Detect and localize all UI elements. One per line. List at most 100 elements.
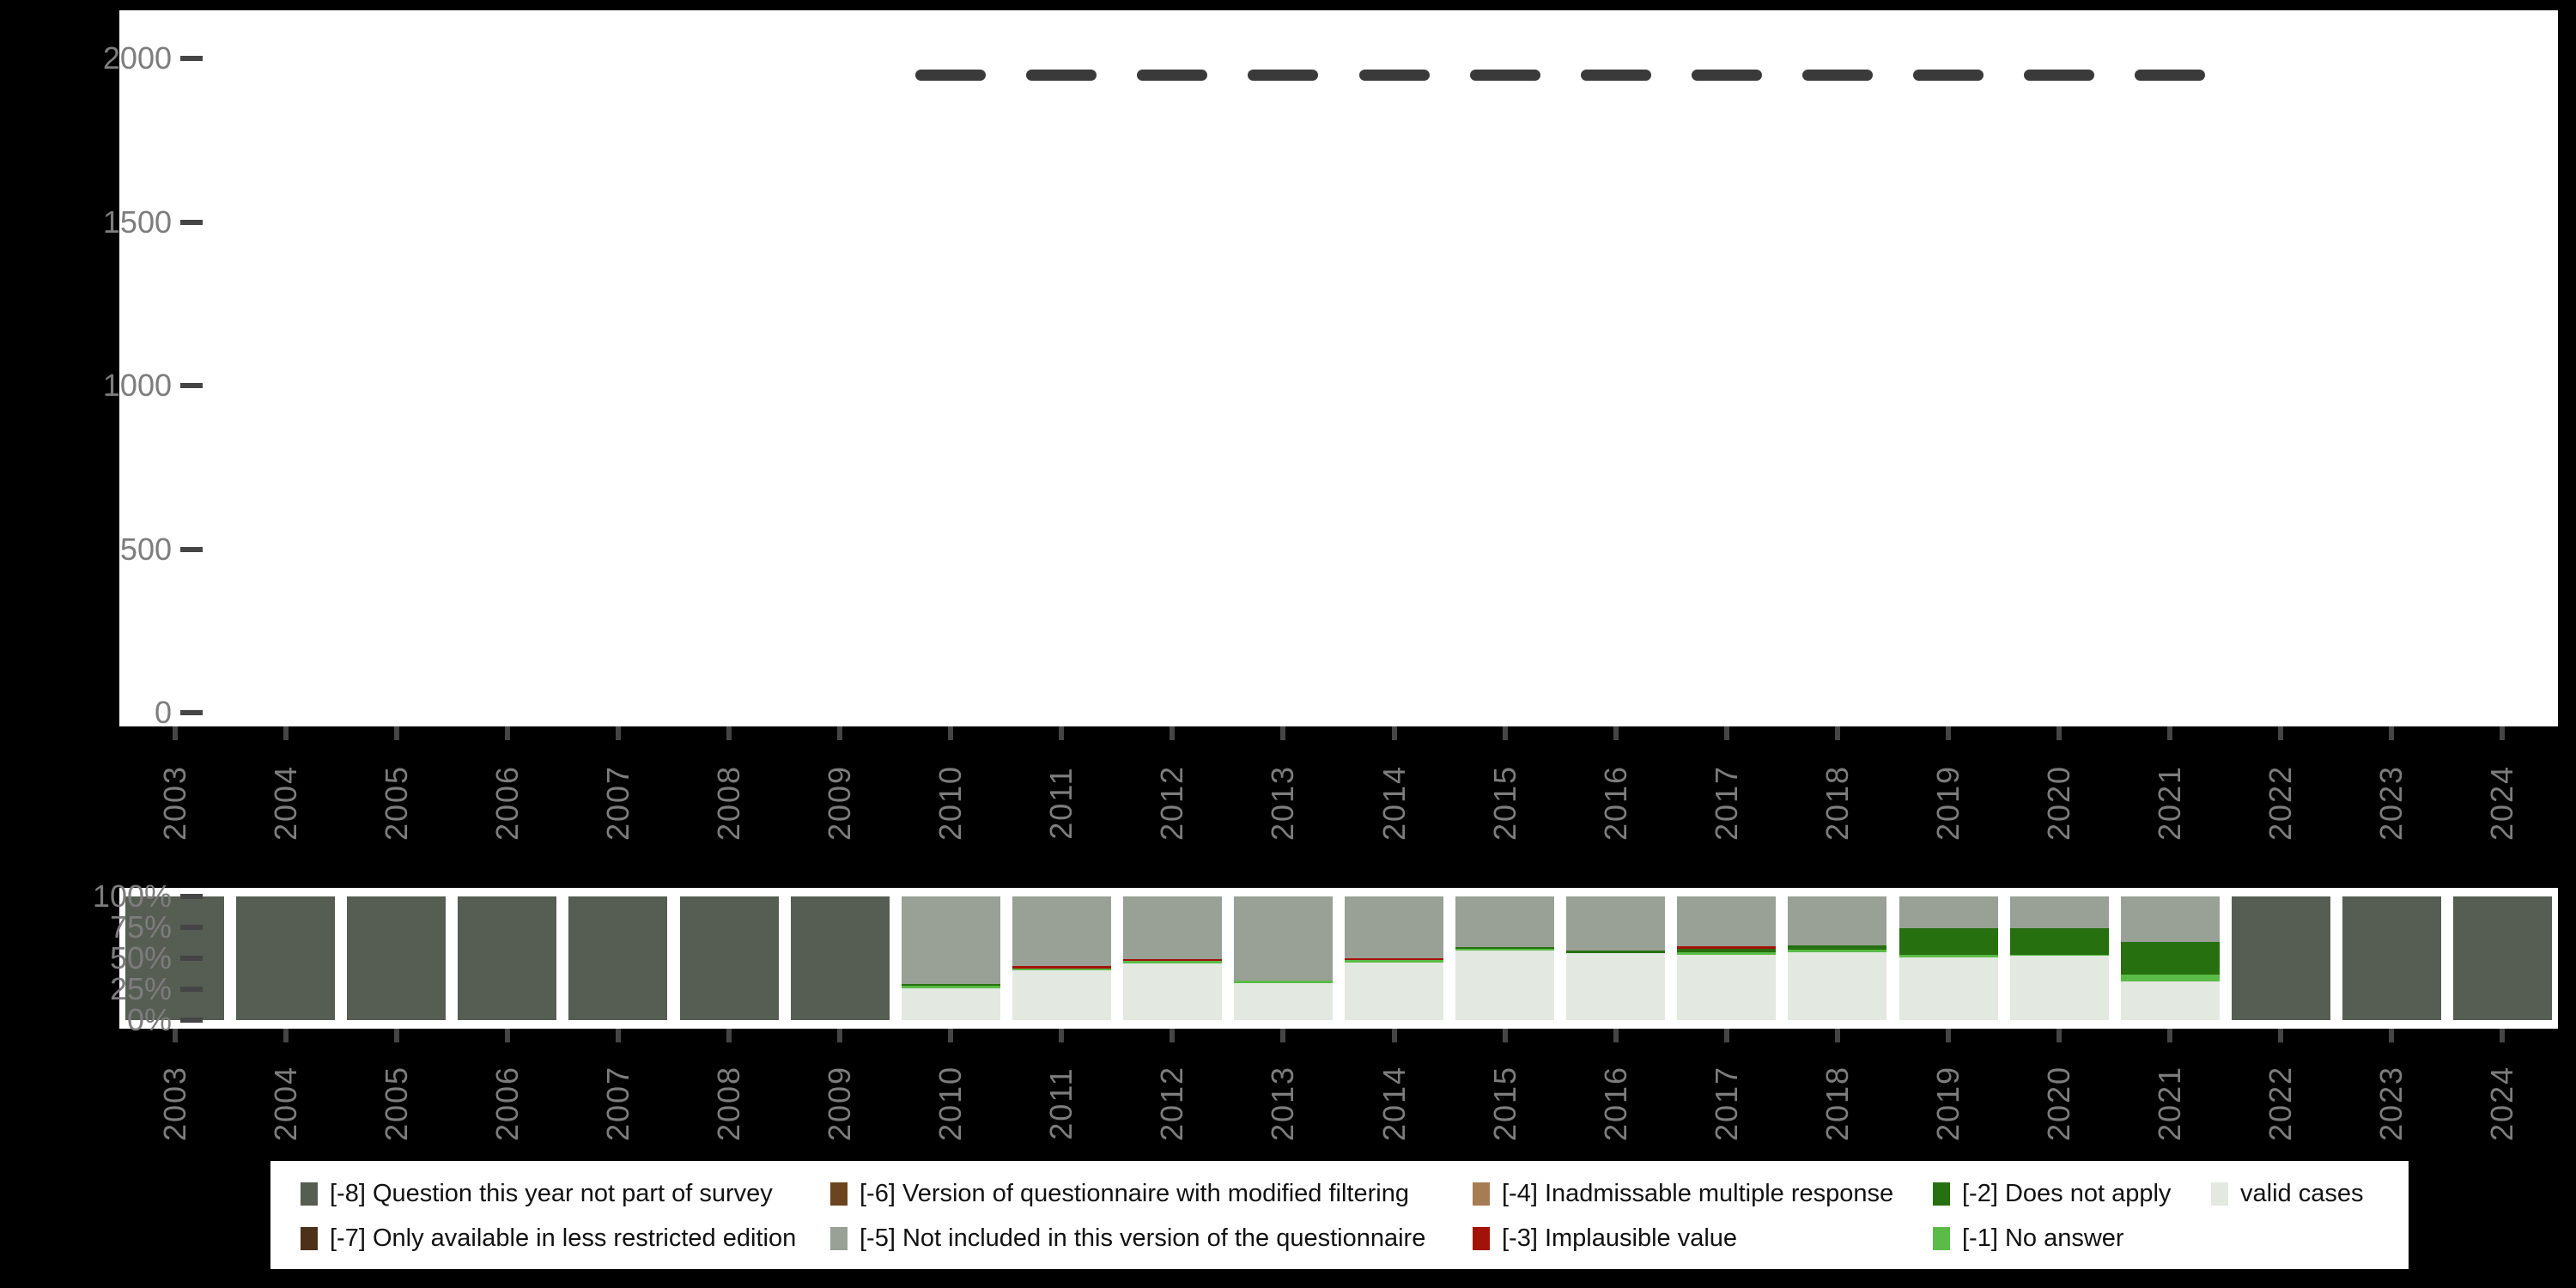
y-axis-label: 0 <box>154 695 172 730</box>
x-axis-tick <box>172 726 178 740</box>
y-axis-tick <box>180 710 203 715</box>
legend-label--7: [-7] Only available in less restricted e… <box>330 1224 797 1252</box>
bar-segment-missing-8 <box>458 896 557 1020</box>
x-axis-tick <box>1391 726 1397 740</box>
y-axis-label: 500 <box>119 531 172 567</box>
legend-swatch--3 <box>1473 1226 1490 1250</box>
bar-segment-missing-3 <box>1677 945 1777 950</box>
x-axis-year-label: 2020 <box>2041 1065 2077 1142</box>
percent-axis-tick <box>180 987 203 992</box>
y-axis-tick <box>180 546 203 552</box>
percent-chart-panel <box>119 888 2558 1029</box>
bar-segment-valid <box>1122 963 1222 1020</box>
bar-segment-missing-1 <box>1233 980 1333 983</box>
bar-segment-missing-1 <box>1345 960 1444 963</box>
x-axis-tick <box>504 726 510 740</box>
x-axis-tick <box>2389 1029 2395 1042</box>
bar-segment-valid <box>1012 969 1111 1020</box>
legend-box: [-8] Question this year not part of surv… <box>270 1161 2409 1269</box>
x-axis-year-label: 2013 <box>1265 1065 1301 1142</box>
bar-segment-missing-1 <box>1455 948 1555 951</box>
x-axis-year-label: 2020 <box>2041 764 2077 841</box>
x-axis-year-label: 2023 <box>2373 1065 2409 1142</box>
bar-segment-missing-1 <box>2120 975 2220 982</box>
bar-segment-missing-3 <box>1122 958 1222 962</box>
x-axis-year-label: 2024 <box>2484 1065 2520 1142</box>
x-axis-year-label: 2015 <box>1486 764 1522 841</box>
bar-segment-missing-5 <box>1122 896 1222 959</box>
x-axis-year-label: 2022 <box>2263 764 2299 841</box>
x-axis-tick <box>2278 726 2284 740</box>
legend-swatch--2 <box>1933 1182 1950 1206</box>
x-axis-tick <box>1502 1029 1508 1042</box>
x-axis-tick <box>948 726 954 740</box>
x-axis-tick <box>1723 726 1729 740</box>
x-axis-tick <box>2500 1029 2506 1042</box>
bar-segment-missing-5 <box>1233 896 1333 981</box>
x-axis-year-label: 2014 <box>1376 764 1412 841</box>
x-axis-year-label: 2008 <box>711 1065 746 1142</box>
x-axis-tick <box>726 726 732 740</box>
stacked-bar <box>2452 896 2552 1020</box>
percent-axis-label: 50% <box>109 940 172 975</box>
x-axis-year-label: 2019 <box>1930 764 1965 841</box>
stacked-bar <box>1345 896 1444 1020</box>
bar-segment-missing-5 <box>1788 896 1887 945</box>
bar-segment-missing-8 <box>679 896 779 1020</box>
x-axis-tick <box>2167 726 2173 740</box>
stacked-bar <box>2231 896 2330 1020</box>
x-axis-tick <box>504 1029 510 1042</box>
x-axis-tick <box>615 1029 621 1042</box>
bar-segment-missing-2 <box>901 983 1000 986</box>
percent-axis-tick <box>180 925 203 930</box>
bar-segment-missing-2 <box>1455 947 1555 949</box>
stacked-bar <box>1788 896 1887 1020</box>
x-axis-year-label-wrap: 2024 <box>2433 1035 2571 1172</box>
x-axis-tick <box>837 1029 843 1042</box>
x-axis-tick <box>2500 726 2506 740</box>
legend-item--4: [-4] Inadmissable multiple response <box>1473 1176 1893 1211</box>
y-axis-tick <box>180 56 203 61</box>
bar-segment-valid <box>1233 982 1333 1020</box>
x-axis-year-label: 2012 <box>1154 1065 1190 1142</box>
x-axis-year-label: 2018 <box>1819 1065 1855 1142</box>
stacked-bar <box>1899 896 1998 1020</box>
bar-segment-valid <box>1899 957 1998 1020</box>
bar-segment-missing-1 <box>1899 954 1998 957</box>
bar-segment-missing-1 <box>1788 950 1887 953</box>
x-axis-year-label: 2022 <box>2263 1065 2299 1142</box>
x-axis-tick <box>1059 726 1065 740</box>
x-axis-tick <box>1723 1029 1729 1042</box>
bar-segment-missing-8 <box>2231 896 2330 1020</box>
bar-segment-missing-8 <box>2342 896 2441 1020</box>
x-axis-tick <box>2389 726 2395 740</box>
bar-segment-missing-2 <box>1566 951 1666 953</box>
x-axis-tick <box>1946 726 1951 740</box>
bar-segment-missing-1 <box>1677 951 1777 955</box>
bar-segment-missing-1 <box>1012 968 1111 970</box>
legend-item--1: [-1] No answer <box>1933 1221 2124 1255</box>
x-axis-year-label: 2024 <box>2484 764 2520 841</box>
x-axis-year-label: 2011 <box>1043 1066 1079 1140</box>
stacked-bar <box>2009 896 2109 1020</box>
total-cases-dash <box>1580 69 1651 81</box>
bar-segment-missing-8 <box>236 896 336 1020</box>
legend-swatch--6 <box>830 1182 848 1206</box>
x-axis-year-label: 2011 <box>1043 766 1079 840</box>
x-axis-year-label: 2006 <box>489 1065 525 1142</box>
x-axis-tick <box>1613 726 1619 740</box>
x-axis-year-label: 2023 <box>2373 764 2409 841</box>
stacked-bar <box>1012 896 1111 1020</box>
x-axis-year-label: 2006 <box>489 764 525 841</box>
x-axis-tick <box>948 1029 954 1042</box>
bar-segment-missing-8 <box>347 896 447 1020</box>
x-axis-tick <box>2278 1029 2284 1042</box>
x-axis-tick <box>172 1029 178 1042</box>
x-axis-tick <box>283 1029 289 1042</box>
total-cases-dash <box>2135 69 2206 81</box>
x-axis-tick <box>393 1029 399 1042</box>
x-axis-year-label: 2007 <box>599 1065 635 1142</box>
stacked-bar <box>1455 896 1555 1020</box>
bar-segment-missing-3 <box>1012 965 1111 969</box>
